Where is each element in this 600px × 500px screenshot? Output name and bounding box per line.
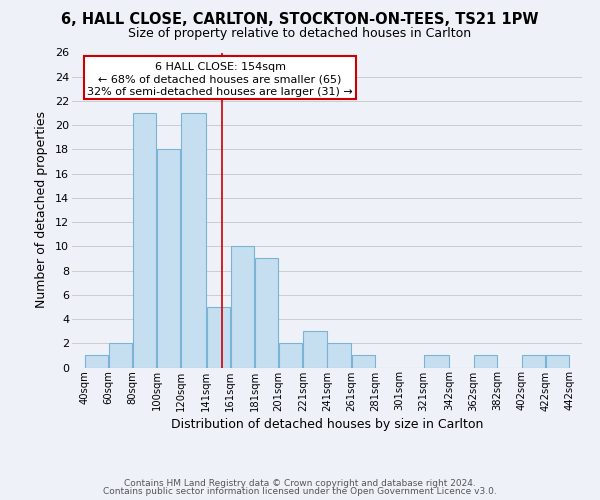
Bar [522, 356, 545, 368]
FancyBboxPatch shape [84, 56, 356, 98]
Bar [352, 356, 375, 368]
Bar [231, 246, 254, 368]
Text: ← 68% of detached houses are smaller (65): ← 68% of detached houses are smaller (65… [98, 74, 342, 85]
Bar [328, 344, 350, 367]
Text: Contains HM Land Registry data © Crown copyright and database right 2024.: Contains HM Land Registry data © Crown c… [124, 478, 476, 488]
Bar [546, 356, 569, 368]
Y-axis label: Number of detached properties: Number of detached properties [35, 112, 48, 308]
X-axis label: Distribution of detached houses by size in Carlton: Distribution of detached houses by size … [171, 418, 483, 430]
Bar [424, 356, 449, 368]
Bar [474, 356, 497, 368]
Bar [206, 307, 230, 368]
Bar [85, 356, 108, 368]
Text: 6, HALL CLOSE, CARLTON, STOCKTON-ON-TEES, TS21 1PW: 6, HALL CLOSE, CARLTON, STOCKTON-ON-TEES… [61, 12, 539, 28]
Text: 6 HALL CLOSE: 154sqm: 6 HALL CLOSE: 154sqm [155, 62, 286, 72]
Bar [133, 113, 156, 368]
Text: Contains public sector information licensed under the Open Government Licence v3: Contains public sector information licen… [103, 487, 497, 496]
Bar [181, 113, 206, 368]
Bar [304, 331, 326, 368]
Bar [157, 150, 180, 368]
Text: Size of property relative to detached houses in Carlton: Size of property relative to detached ho… [128, 28, 472, 40]
Text: 32% of semi-detached houses are larger (31) →: 32% of semi-detached houses are larger (… [87, 87, 353, 97]
Bar [255, 258, 278, 368]
Bar [279, 344, 302, 367]
Bar [109, 344, 132, 367]
